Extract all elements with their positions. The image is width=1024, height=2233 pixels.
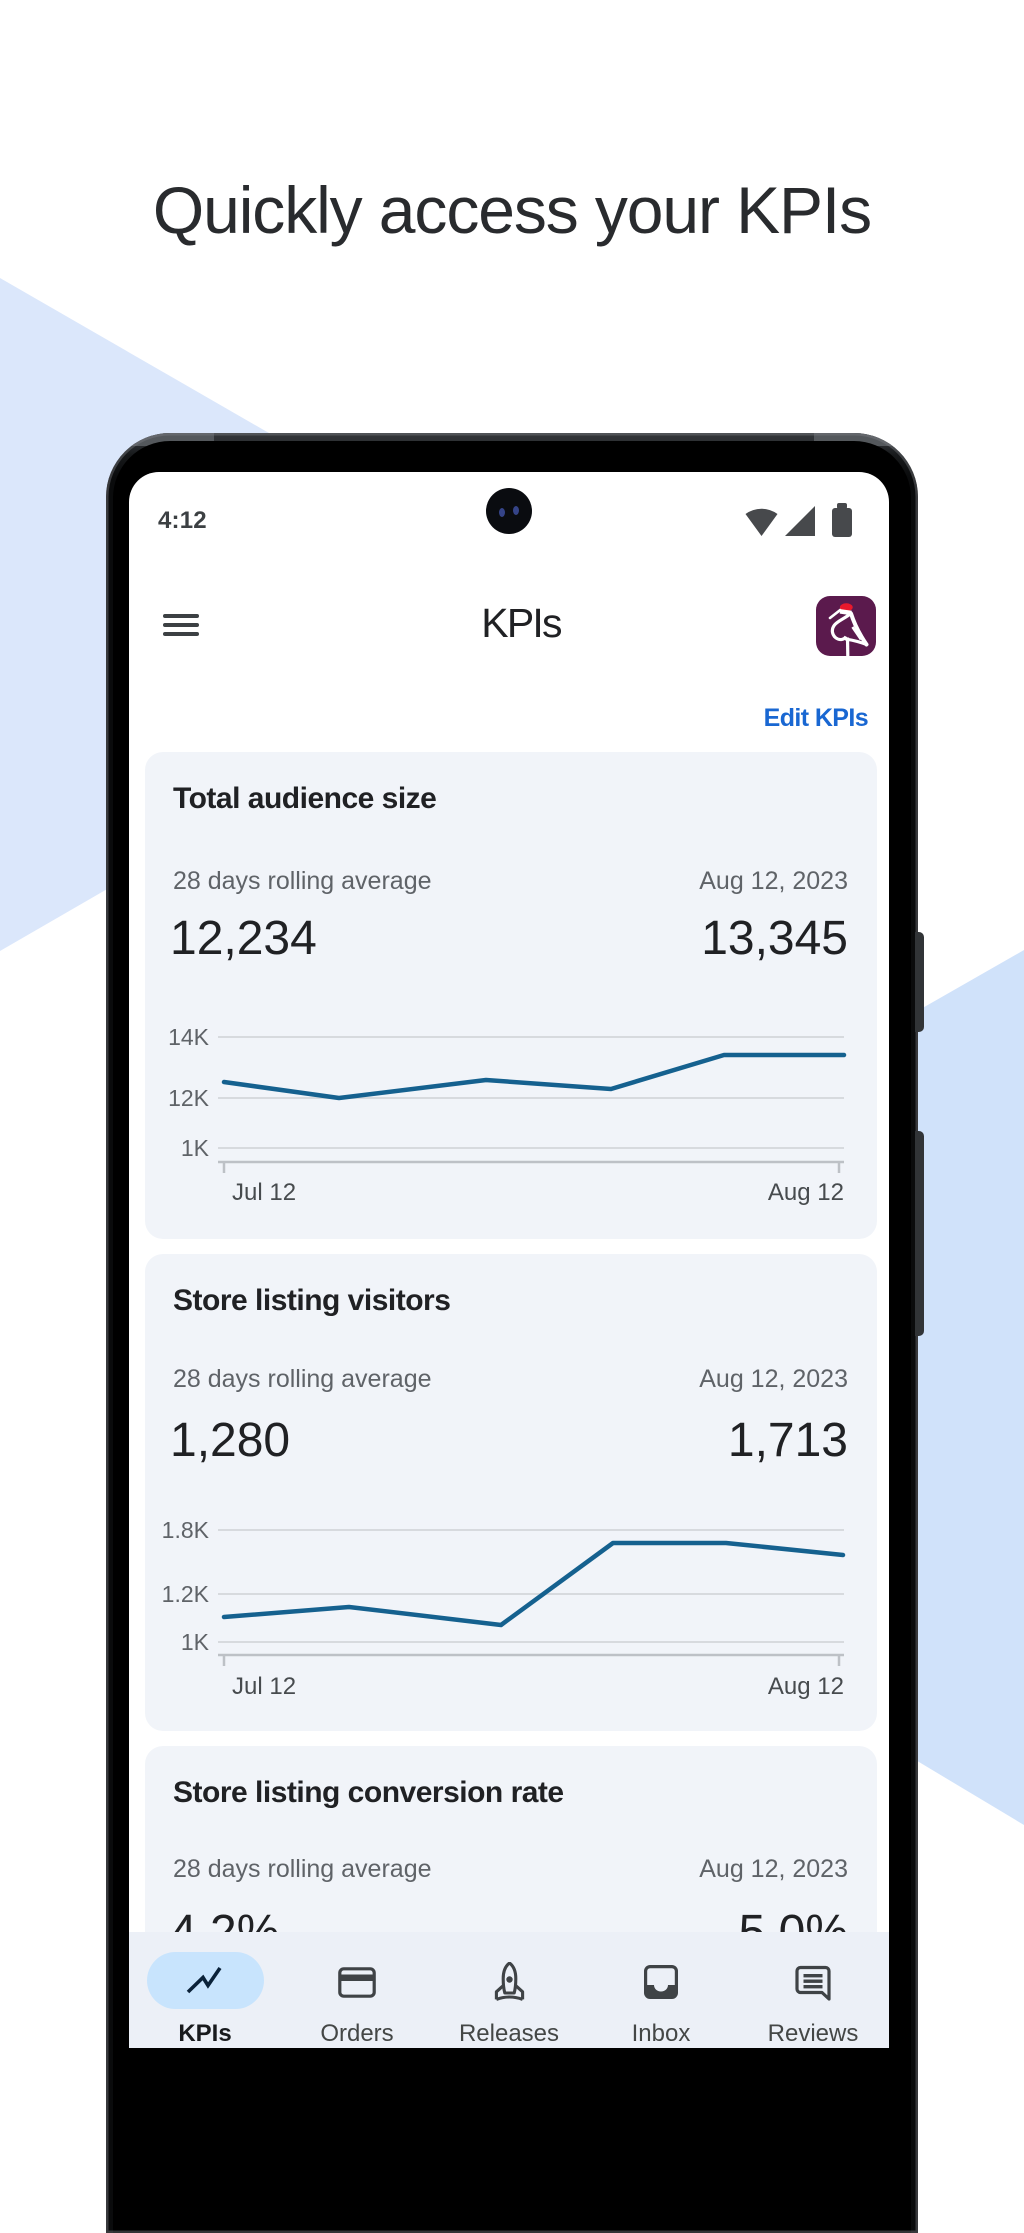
svg-text:1K: 1K [181,1135,210,1161]
svg-text:12K: 12K [168,1085,210,1111]
svg-text:Aug 12: Aug 12 [768,1673,844,1700]
svg-text:1.8K: 1.8K [162,1517,210,1543]
svg-text:1K: 1K [181,1629,210,1655]
svg-text:Aug 12: Aug 12 [768,1179,844,1206]
svg-text:1.2K: 1.2K [162,1581,210,1607]
svg-text:Jul 12: Jul 12 [232,1673,296,1700]
svg-text:Jul 12: Jul 12 [232,1179,296,1206]
svg-text:14K: 14K [168,1024,210,1050]
